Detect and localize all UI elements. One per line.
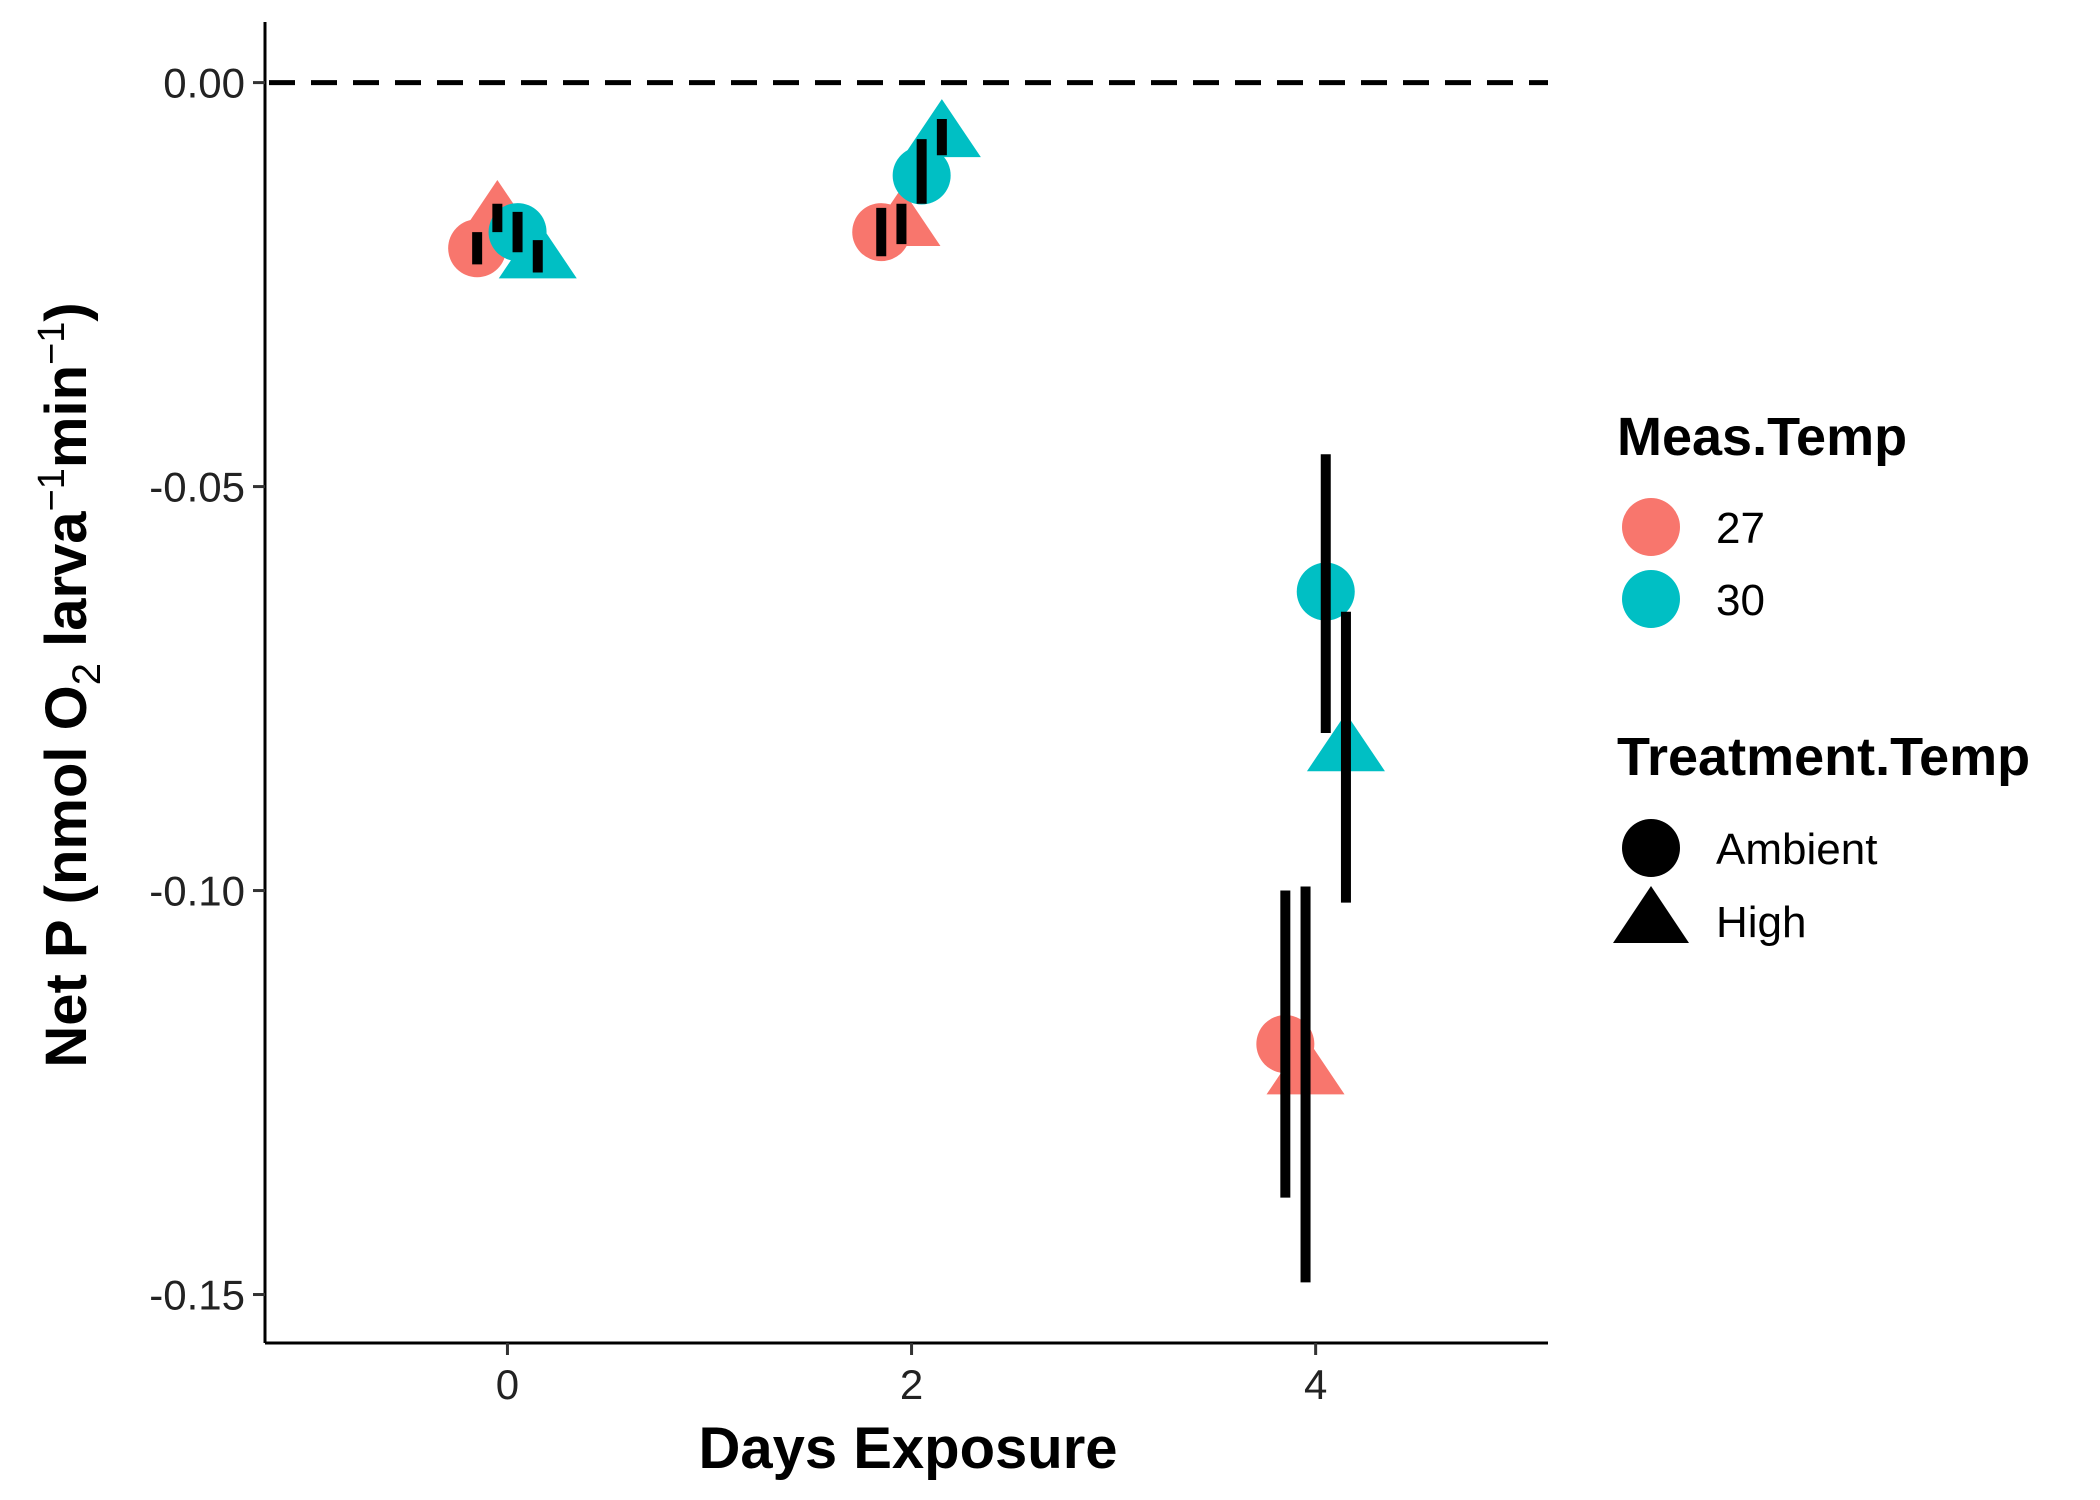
x-tick-label: 0	[496, 1361, 519, 1408]
legend-label-27: 27	[1716, 504, 1765, 553]
legend-swatch-ambient	[1622, 819, 1680, 877]
y-axis-ticks: 0.00 -0.05 -0.10 -0.15	[149, 60, 265, 1319]
legend-treatment-temp: Treatment.Temp Ambient High	[1613, 727, 2030, 947]
error-bars	[472, 118, 1351, 1283]
y-axis-title-subscript: 2	[65, 663, 109, 685]
legend-meas-temp: Meas.Temp 27 30	[1617, 407, 1907, 628]
x-tick-label: 4	[1304, 1361, 1327, 1408]
legend-swatch-30	[1622, 570, 1680, 628]
x-axis-title: Days Exposure	[698, 1416, 1117, 1481]
legend-swatch-high	[1613, 886, 1689, 943]
legend-label-high: High	[1716, 898, 1807, 947]
y-axis-title: Net P (nmol O2 larva−1min−1)	[31, 302, 109, 1067]
x-axis-ticks: 0 2 4	[496, 1343, 1327, 1408]
y-axis-title-mid-2: min	[34, 365, 99, 468]
x-tick-label: 2	[900, 1361, 923, 1408]
y-tick-label: -0.15	[149, 1272, 245, 1319]
legend-label-30: 30	[1716, 576, 1765, 625]
y-axis-title-superscript-2: −1	[31, 322, 73, 365]
y-tick-label: -0.05	[149, 464, 245, 511]
y-axis-title-superscript-1: −1	[31, 468, 73, 511]
data-points	[448, 99, 1385, 1095]
y-axis-title-main: Net P (nmol O	[34, 685, 99, 1067]
legend-treatment-temp-title: Treatment.Temp	[1617, 727, 2030, 787]
legend-meas-temp-title: Meas.Temp	[1617, 407, 1907, 467]
y-tick-label: 0.00	[163, 60, 245, 107]
legend-label-ambient: Ambient	[1716, 825, 1877, 874]
y-axis-title-mid: larva	[34, 511, 99, 663]
y-axis-title-end: )	[34, 302, 99, 321]
y-tick-label: -0.10	[149, 868, 245, 915]
legend-swatch-27	[1622, 498, 1680, 556]
